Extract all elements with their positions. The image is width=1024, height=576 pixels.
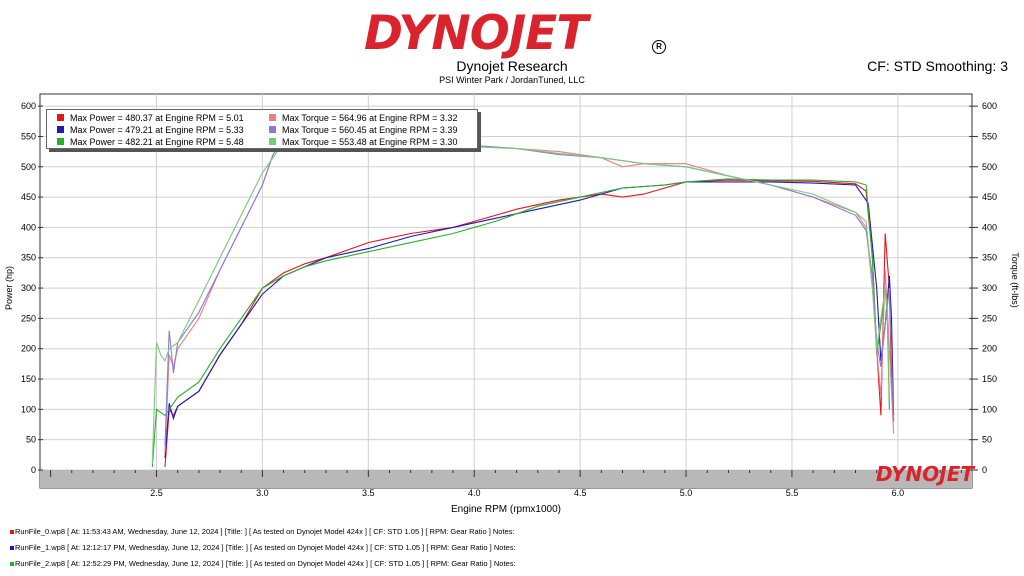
legend-text: Max Power = 479.21 at Engine RPM = 5.33: [70, 125, 244, 135]
legend-text: Max Torque = 564.96 at Engine RPM = 3.32: [282, 113, 458, 123]
series-line-torque-5: [151, 134, 890, 464]
dynojet-logo: DYNOJET: [364, 6, 664, 61]
y-tick-label-left: 200: [21, 344, 36, 354]
y-tick-label-left: 500: [21, 162, 36, 172]
y-tick-label-right: 100: [982, 404, 997, 414]
y-tick-label-right: 500: [982, 162, 997, 172]
series-line-power-2: [151, 178, 890, 468]
y-tick-label-left: 400: [21, 222, 36, 232]
legend-text: Max Torque = 553.48 at Engine RPM = 3.30: [282, 137, 458, 147]
tick-labels: 0 0 50 50 100 100 150 150 200 200 250 250 300 300 350 3…: [21, 101, 997, 498]
y-tick-label-right: 50: [982, 435, 992, 445]
run-color-marker: [10, 546, 14, 550]
data-lines: [151, 126, 895, 468]
chart-legend: Max Power = 480.37 at Engine RPM = 5.01 M…: [46, 109, 478, 149]
y-tick-label-left: 50: [26, 435, 36, 445]
legend-text: Max Power = 480.37 at Engine RPM = 5.01: [70, 113, 244, 123]
y-tick-label-right: 200: [982, 344, 997, 354]
x-axis-label: Engine RPM (rpmx1000): [451, 504, 561, 515]
x-axis-band: [40, 470, 972, 488]
x-tick-label: 3.0: [256, 488, 269, 498]
y-tick-label-left: 0: [31, 465, 36, 475]
legend-entry: Max Torque = 553.48 at Engine RPM = 3.30: [269, 136, 457, 148]
legend-swatch: [269, 126, 276, 134]
x-tick-label: 5.5: [786, 488, 799, 498]
y-tick-label-left: 300: [21, 283, 36, 293]
y-tick-label-right: 600: [982, 101, 997, 111]
legend-swatch: [57, 126, 64, 134]
y-tick-label-left: 150: [21, 374, 36, 384]
registered-mark: R: [652, 40, 666, 54]
y-tick-label-left: 600: [21, 101, 36, 111]
y-tick-label-right: 450: [982, 192, 997, 202]
x-tick-label: 6.0: [892, 488, 905, 498]
legend-swatch: [269, 114, 276, 122]
legend-text: Max Torque = 560.45 at Engine RPM = 3.39: [282, 125, 458, 135]
correction-factor: CF: STD Smoothing: 3: [867, 58, 1008, 74]
y-tick-label-right: 250: [982, 313, 997, 323]
y-tick-label-right: 150: [982, 374, 997, 384]
x-tick-label: 4.5: [574, 488, 587, 498]
legend-swatch: [269, 138, 276, 146]
run-color-marker: [10, 530, 14, 534]
legend-entry: Max Power = 482.21 at Engine RPM = 5.48: [57, 136, 244, 148]
run-color-marker: [10, 562, 14, 566]
legend-text: Max Power = 482.21 at Engine RPM = 5.48: [70, 137, 244, 147]
legend-entry: Max Torque = 564.96 at Engine RPM = 3.32: [269, 112, 457, 124]
grid-lines: [40, 94, 972, 471]
x-axis-band-fill: [40, 470, 972, 488]
x-tick-label: 2.5: [150, 488, 163, 498]
y-tick-label-right: 400: [982, 222, 997, 232]
legend-entry: Max Torque = 560.45 at Engine RPM = 3.39: [269, 124, 457, 136]
y-axis-label-right: Torque (ft-lbs): [1010, 252, 1020, 308]
run-file-text: RunFile_2.wp8 [ At: 12:52:29 PM, Wednesd…: [15, 559, 516, 568]
logo-text: DYNOJET: [364, 6, 588, 61]
y-tick-label-left: 450: [21, 192, 36, 202]
y-tick-label-left: 350: [21, 253, 36, 263]
y-tick-label-right: 350: [982, 253, 997, 263]
legend-entry: Max Power = 480.37 at Engine RPM = 5.01: [57, 112, 244, 124]
watermark-logo: DYNOJET: [876, 462, 975, 486]
run-file-line: RunFile_1.wp8 [ At: 12:12:17 PM, Wednesd…: [10, 543, 516, 552]
x-tick-label: 5.0: [680, 488, 693, 498]
run-file-text: RunFile_1.wp8 [ At: 12:12:17 PM, Wednesd…: [15, 543, 516, 552]
run-file-line: RunFile_2.wp8 [ At: 12:52:29 PM, Wednesd…: [10, 559, 516, 568]
y-axis-label-left: Power (hp): [4, 266, 14, 310]
legend-entry: Max Power = 479.21 at Engine RPM = 5.33: [57, 124, 244, 136]
x-tick-label: 4.0: [468, 488, 481, 498]
chart-subtitle: PSI Winter Park / JordanTuned, LLC: [439, 75, 585, 85]
y-tick-label-right: 550: [982, 131, 997, 141]
y-tick-label-left: 250: [21, 313, 36, 323]
series-line-torque-4: [164, 129, 895, 446]
y-tick-label-right: 300: [982, 283, 997, 293]
y-tick-label-right: 0: [982, 465, 987, 475]
plot-frame: [39, 93, 973, 489]
y-tick-label-left: 100: [21, 404, 36, 414]
y-tick-label-left: 550: [21, 131, 36, 141]
x-tick-label: 3.5: [362, 488, 375, 498]
chart-title: Dynojet Research: [456, 58, 568, 74]
legend-swatch: [57, 138, 64, 146]
run-file-line: RunFile_0.wp8 [ At: 11:53:43 AM, Wednesd…: [10, 527, 515, 536]
run-file-text: RunFile_0.wp8 [ At: 11:53:43 AM, Wednesd…: [15, 527, 515, 536]
legend-swatch: [57, 114, 64, 122]
